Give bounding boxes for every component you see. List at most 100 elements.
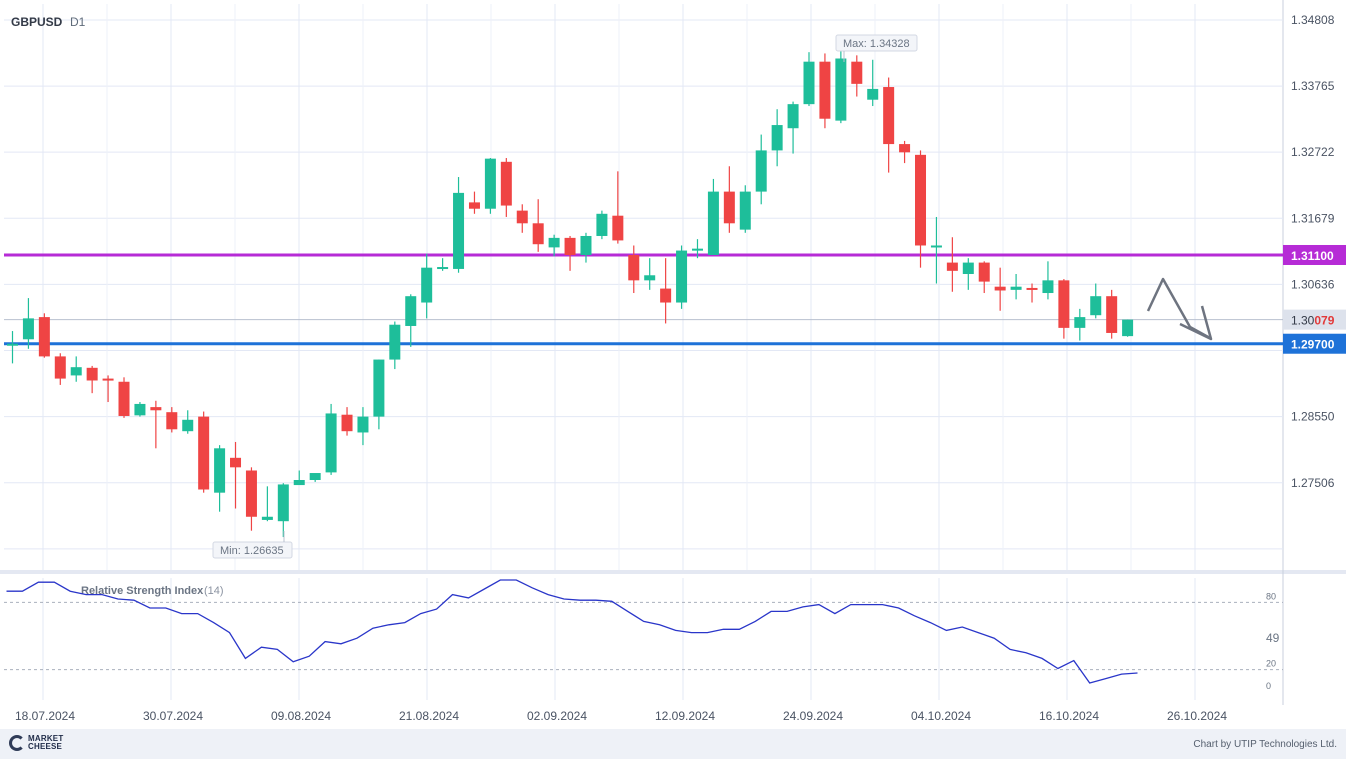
candle-body: [7, 343, 18, 346]
candle-body: [150, 407, 162, 411]
price-tick-label: 1.33765: [1291, 79, 1335, 93]
candle-body: [1122, 319, 1134, 337]
candle-body: [1026, 287, 1038, 290]
candle-body: [437, 267, 449, 270]
candle-body: [341, 414, 353, 432]
candle-body: [803, 61, 815, 105]
candle-body: [277, 484, 289, 522]
candle-body: [453, 192, 465, 269]
candle-body: [771, 125, 783, 151]
min-label: Min: 1.26635: [220, 545, 284, 557]
footer-bar: MARKET CHEESE Chart by UTIP Technologies…: [0, 729, 1346, 759]
candle-body: [946, 262, 958, 271]
candle-body: [373, 359, 385, 417]
candle-body: [899, 144, 911, 153]
rsi-title: Relative Strength Index: [81, 585, 204, 597]
grid-lines: [0, 0, 1346, 705]
candle-body: [293, 479, 305, 486]
logo-icon: [9, 735, 25, 751]
candle-body: [883, 87, 895, 145]
min-label-box: [212, 541, 293, 559]
candle-body: [1106, 296, 1118, 333]
date-tick-label: 26.10.2024: [1167, 709, 1227, 723]
symbol-label: GBPUSD: [11, 15, 63, 29]
candle-body: [230, 457, 242, 468]
date-tick-label: 21.08.2024: [399, 709, 459, 723]
rsi-tick-label: 80: [1266, 591, 1276, 601]
rsi-line: [6, 579, 1138, 684]
candle-body: [755, 150, 767, 192]
candle-body: [1074, 317, 1086, 328]
rsi-period: (14): [204, 585, 224, 597]
candle-body: [835, 58, 847, 121]
date-tick-label: 09.08.2024: [271, 709, 331, 723]
candle-body: [22, 318, 34, 340]
candle-body: [580, 235, 592, 255]
panel-separator: [0, 570, 1346, 574]
rsi-tick-label: 0: [1266, 681, 1271, 691]
candle-body: [564, 237, 576, 255]
chart-credit: Chart by UTIP Technologies Ltd.: [1193, 739, 1337, 750]
candle-body: [628, 254, 640, 281]
level-label: 1.29700: [1291, 338, 1335, 352]
candlestick-series: [7, 50, 1134, 538]
price-tick-label: 1.32722: [1291, 145, 1335, 159]
rsi-tick-label: 49: [1266, 631, 1280, 645]
candle-body: [596, 213, 608, 236]
price-tick-label: 1.30636: [1291, 277, 1335, 291]
candle-body: [421, 267, 433, 303]
candle-body: [915, 154, 927, 246]
current-price-label: 1.30079: [1291, 314, 1335, 328]
candle-body: [261, 516, 273, 520]
level-label: 1.31100: [1291, 249, 1334, 263]
candle-body: [723, 191, 735, 224]
candle-body: [134, 403, 146, 416]
price-tick-label: 1.28550: [1291, 410, 1335, 424]
candle-body: [660, 288, 672, 303]
price-axis: 1.34808 1.33765 1.32722 1.31679 1.30636 1.285…: [1291, 13, 1335, 490]
current-price-bg: [1283, 309, 1346, 330]
candle-body: [86, 367, 98, 381]
date-tick-label: 24.09.2024: [783, 709, 843, 723]
candle-body: [484, 158, 496, 209]
date-tick-label: 30.07.2024: [143, 709, 203, 723]
price-panel-bg: [4, 4, 1283, 570]
candle-body: [1058, 280, 1070, 328]
candle-body: [309, 473, 321, 480]
max-label-box: [835, 34, 918, 52]
date-tick-label: 12.09.2024: [655, 709, 715, 723]
candle-body: [644, 275, 656, 281]
candle-body: [389, 324, 401, 360]
candle-body: [532, 223, 544, 245]
candle-body: [787, 104, 799, 129]
candle-body: [867, 88, 879, 100]
price-tick-label: 1.27506: [1291, 476, 1335, 490]
date-tick-label: 04.10.2024: [911, 709, 971, 723]
rsi-tick-label: 20: [1266, 659, 1276, 669]
logo-line-2: CHEESE: [28, 742, 63, 751]
candle-body: [468, 202, 480, 209]
candle-body: [325, 413, 337, 473]
candle-body: [70, 367, 82, 376]
date-tick-label: 02.09.2024: [527, 709, 587, 723]
timeframe-label: D1: [70, 15, 86, 29]
candle-body: [38, 317, 50, 357]
candle-body: [182, 419, 194, 432]
max-label: Max: 1.34328: [843, 38, 910, 50]
candle-body: [1090, 296, 1102, 316]
candle-body: [198, 416, 210, 490]
candle-body: [54, 356, 66, 379]
candle-body: [851, 61, 863, 84]
price-tick-label: 1.34808: [1291, 13, 1335, 27]
candle-body: [102, 378, 114, 381]
candle-body: [357, 416, 369, 433]
level-label-bg: [1283, 244, 1346, 265]
candle-body: [707, 191, 719, 255]
current-price-suffix: 079: [1314, 314, 1334, 328]
price-tick-label: 1.31679: [1291, 211, 1335, 225]
candle-body: [612, 215, 624, 241]
candle-body: [739, 191, 751, 230]
market-cheese-logo[interactable]: MARKET CHEESE: [9, 735, 63, 751]
chart-canvas[interactable]: 1.34808 1.33765 1.32722 1.31679 1.30636 1.285…: [0, 0, 1346, 729]
